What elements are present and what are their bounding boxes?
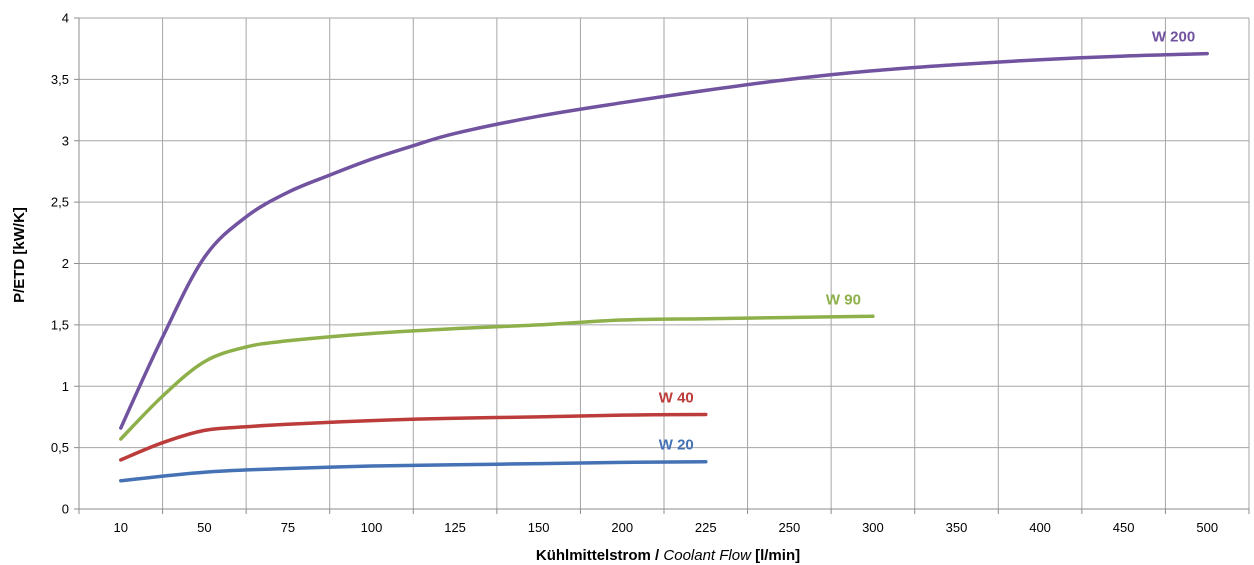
series-line-w-20 xyxy=(119,459,708,483)
y-tick-label: 0,5 xyxy=(51,440,69,455)
y-tick-label: 0 xyxy=(62,502,69,517)
x-tick-label: 225 xyxy=(695,520,717,535)
series-lines xyxy=(119,51,1209,483)
x-tick-label: 10 xyxy=(114,520,128,535)
y-tick-label: 3,5 xyxy=(51,72,69,87)
x-tick-label: 125 xyxy=(444,520,466,535)
x-tick-label: 500 xyxy=(1196,520,1218,535)
x-tick-label: 150 xyxy=(528,520,550,535)
x-tick-label: 450 xyxy=(1113,520,1135,535)
x-tick-label: 400 xyxy=(1029,520,1051,535)
y-tick-label: 2,5 xyxy=(51,195,69,210)
y-tick-label: 2 xyxy=(62,256,69,271)
y-tick-label: 3 xyxy=(62,133,69,148)
axes xyxy=(74,17,1250,514)
series-label-w-90: W 90 xyxy=(826,291,861,308)
y-tick-labels: 0 0,5 1 1,5 2 2,5 3 3,5 4 xyxy=(51,11,69,517)
series-label-w-200: W 200 xyxy=(1152,29,1195,46)
x-tick-label: 100 xyxy=(361,520,383,535)
x-tick-label: 200 xyxy=(611,520,633,535)
x-tick-label: 250 xyxy=(779,520,801,535)
series-labels: W 200 W 90 W 40 W 20 xyxy=(659,29,1195,454)
x-axis-title-part1: Kühlmittelstrom / xyxy=(536,547,664,564)
series-label-w-20: W 20 xyxy=(659,437,694,454)
y-tick-label: 1,5 xyxy=(51,317,69,332)
y-tick-label: 1 xyxy=(62,379,69,394)
grid-lines xyxy=(79,17,1250,509)
x-axis-title: Kühlmittelstrom / Coolant Flow [l/min] xyxy=(536,547,800,564)
y-tick-label: 4 xyxy=(62,11,69,26)
x-axis-title-part3: [l/min] xyxy=(751,547,800,564)
series-line-w-40 xyxy=(119,412,708,462)
x-tick-label: 75 xyxy=(281,520,295,535)
series-label-w-40: W 40 xyxy=(659,389,694,406)
x-tick-label: 350 xyxy=(946,520,968,535)
x-tick-label: 300 xyxy=(862,520,884,535)
series-line-w-200 xyxy=(119,51,1209,430)
series-line-w-90 xyxy=(119,314,875,441)
x-axis-title-part2: Coolant Flow xyxy=(663,547,752,564)
x-tick-labels: 10 50 75 100 125 150 200 225 250 300 350 400 450 500 xyxy=(114,520,1219,535)
x-tick-label: 50 xyxy=(197,520,211,535)
y-axis-title: P/ETD [kW/K] xyxy=(11,207,28,303)
